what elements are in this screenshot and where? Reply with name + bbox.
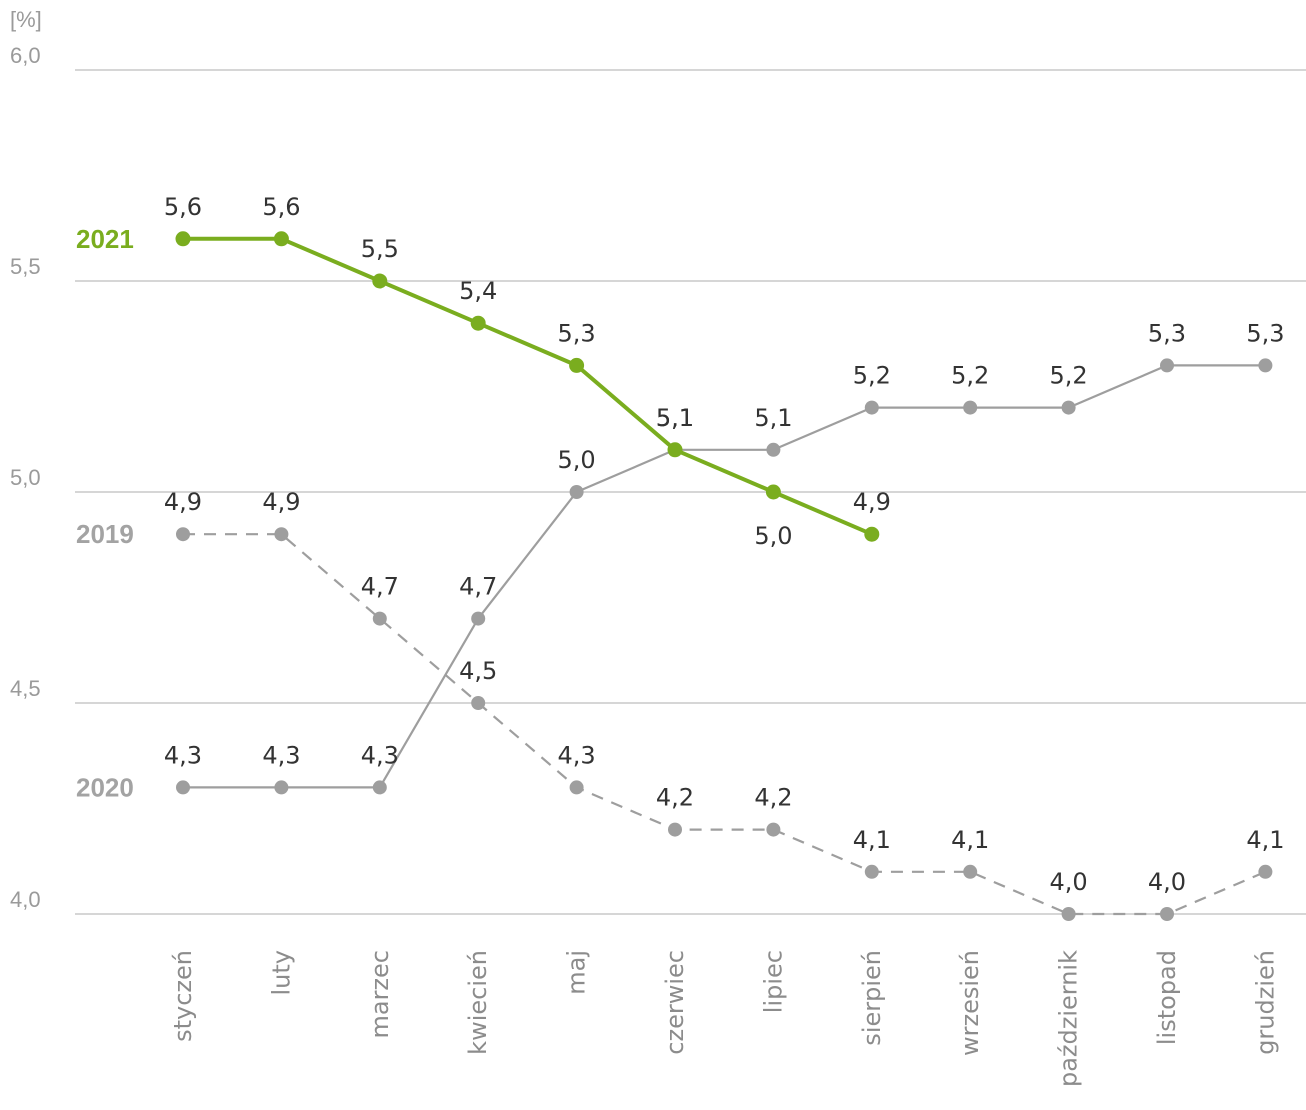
data-label-2019: 4,1	[853, 826, 891, 854]
data-point-2021	[864, 526, 880, 542]
x-tick-label: maj	[563, 950, 591, 995]
x-tick-label: wrzesień	[956, 950, 984, 1056]
series-name-2019: 2019	[76, 519, 134, 549]
data-point-2020	[176, 780, 190, 795]
data-point-2020	[963, 400, 978, 415]
y-tick-label: 4,0	[10, 887, 41, 912]
data-label-2020: 5,2	[853, 362, 891, 390]
data-label-2020: 5,2	[951, 362, 989, 390]
data-label-2021: 4,9	[853, 488, 891, 516]
data-label-2021: 5,6	[164, 193, 202, 221]
data-point-2020	[372, 780, 387, 795]
data-label-2019: 4,9	[262, 488, 300, 516]
y-tick-label: 5,0	[10, 465, 41, 490]
x-tick-label: kwiecień	[464, 950, 492, 1055]
data-label-2021: 5,3	[558, 319, 596, 347]
data-point-2021	[470, 315, 486, 331]
data-label-2020: 5,0	[558, 446, 596, 474]
x-tick-label: czerwiec	[661, 950, 689, 1055]
data-point-2020	[471, 611, 486, 626]
data-point-2020	[864, 400, 879, 415]
x-axis: styczeń luty marzec kwiecień maj czerwiec lipi…	[169, 950, 1279, 1087]
data-point-2021	[667, 442, 683, 458]
data-point-2019	[176, 527, 190, 542]
data-point-2019	[963, 864, 978, 879]
data-point-2019	[372, 611, 387, 626]
y-tick-label: 6,0	[10, 43, 41, 68]
series-names: 2019 2020 2021	[76, 224, 134, 803]
data-label-2019: 4,2	[656, 784, 694, 812]
data-label-2019: 4,0	[1050, 868, 1088, 896]
x-tick-label: luty	[267, 950, 295, 996]
y-axis: 4,0 4,5 5,0 5,5 6,0	[10, 43, 41, 912]
data-label-2021: 5,0	[754, 522, 792, 550]
data-point-2019	[569, 780, 584, 795]
x-tick-label: grudzień	[1251, 950, 1279, 1055]
data-label-2021: 5,6	[262, 193, 300, 221]
data-label-2021: 5,5	[361, 235, 399, 263]
x-tick-label: listopad	[1153, 950, 1181, 1045]
series-name-2021: 2021	[76, 224, 134, 254]
series-line-2020	[183, 364, 1266, 789]
data-point-2019	[864, 864, 879, 879]
data-label-2020: 5,3	[1148, 319, 1186, 347]
data-point-2019	[1160, 907, 1174, 921]
data-label-2019: 4,3	[558, 741, 596, 769]
series-lines	[183, 236, 1266, 916]
data-label-2021: 5,1	[656, 404, 694, 432]
data-point-2020	[1258, 358, 1273, 373]
data-label-2019: 4,7	[361, 573, 399, 601]
data-point-2019	[1258, 864, 1273, 879]
data-point-2019	[766, 822, 781, 837]
data-label-2020: 5,1	[754, 404, 792, 432]
data-label-2019: 4,9	[164, 488, 202, 516]
data-label-2020: 4,3	[262, 741, 300, 769]
data-label-2019: 4,1	[1246, 826, 1284, 854]
x-tick-label: lipiec	[759, 950, 787, 1013]
data-label-2020: 5,3	[1246, 319, 1284, 347]
data-point-2019	[1061, 907, 1076, 921]
data-point-2019	[668, 822, 682, 837]
y-unit-label: [%]	[10, 7, 42, 32]
data-point-2021	[569, 357, 585, 373]
data-label-2020: 4,3	[361, 741, 399, 769]
x-tick-label: sierpień	[858, 950, 886, 1046]
data-point-2019	[471, 696, 486, 710]
x-tick-label: październik	[1055, 950, 1083, 1087]
data-point-2021	[372, 273, 388, 289]
data-label-2021: 5,4	[459, 277, 497, 305]
data-label-2019: 4,0	[1148, 868, 1186, 896]
data-point-2021	[175, 231, 191, 247]
data-label-2019: 4,5	[459, 657, 497, 685]
data-point-2021	[273, 231, 289, 247]
data-label-2020: 5,1	[656, 404, 694, 432]
data-point-2021	[765, 484, 781, 500]
data-label-2020: 4,3	[164, 741, 202, 769]
series-points	[175, 231, 1273, 921]
data-label-2019: 4,1	[951, 826, 989, 854]
series-line-2021	[183, 236, 873, 537]
data-label-2020: 5,2	[1050, 362, 1088, 390]
data-point-2020	[274, 780, 289, 795]
data-point-2020	[766, 442, 781, 457]
x-tick-label: styczeń	[169, 950, 197, 1042]
data-point-2020	[1160, 358, 1174, 373]
data-label-2020: 4,7	[459, 573, 497, 601]
data-point-2020	[1061, 400, 1076, 415]
series-line-2019	[183, 533, 1266, 916]
y-tick-label: 5,5	[10, 254, 41, 279]
x-tick-label: marzec	[366, 950, 394, 1039]
y-tick-label: 4,5	[10, 676, 41, 701]
data-labels: 4,9 4,9 4,7 4,5 4,3 4,2 4,2 4,1 4,1 4,0 4,0 4,1 4,3 4…	[164, 193, 1285, 896]
data-label-2019: 4,2	[754, 784, 792, 812]
data-point-2019	[274, 527, 289, 542]
data-point-2020	[569, 485, 584, 499]
series-name-2020: 2020	[76, 772, 134, 802]
